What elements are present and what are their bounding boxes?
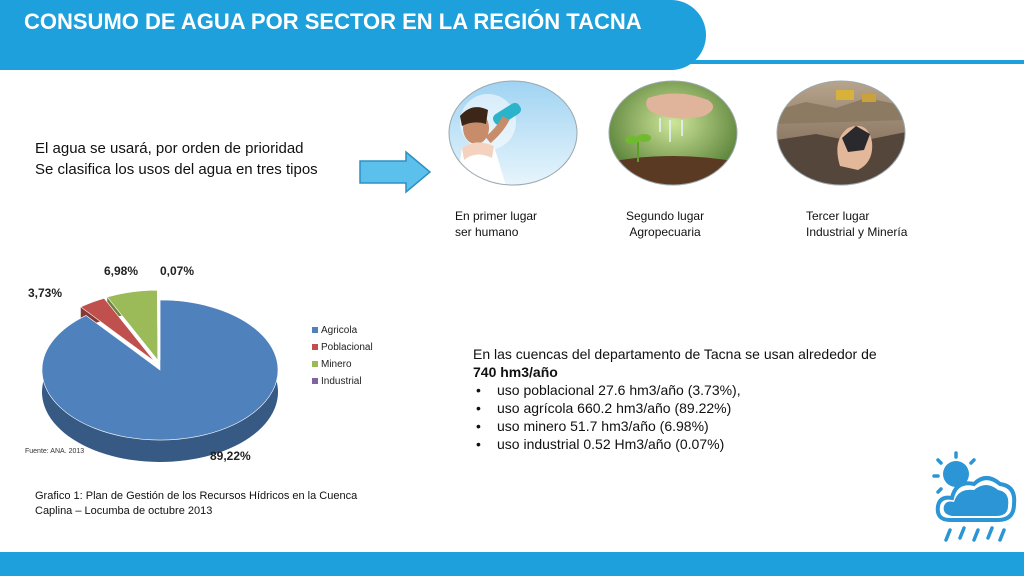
chart-source: Fuente: ANA. 2013 <box>25 448 85 455</box>
sun-cloud-rain-icon <box>932 451 1017 542</box>
chart-caption: Grafico 1: Plan de Gestión de los Recurs… <box>35 490 358 517</box>
legend-label: Minero <box>321 359 352 370</box>
pie-slice-minero <box>106 289 159 362</box>
intro-text: El agua se usará, por orden de prioridad… <box>35 138 355 180</box>
stats-list: uso poblacional 27.6 hm3/año (3.73%), us… <box>473 381 923 453</box>
mining-ore-photo <box>776 80 906 186</box>
legend-label: Agricola <box>321 325 358 336</box>
hand-watering-sprout-photo <box>608 80 738 186</box>
legend-label: Poblacional <box>321 342 373 353</box>
right-arrow-icon <box>359 150 432 194</box>
person-drinking-water-photo <box>448 80 578 186</box>
stats-total: 740 hm3/año <box>473 364 558 380</box>
footer-bar <box>0 552 1024 576</box>
legend-swatch <box>312 344 318 350</box>
pie-slices <box>41 289 279 441</box>
pie-data-label: 89,22% <box>210 449 251 463</box>
page-title: CONSUMO DE AGUA POR SECTOR EN LA REGIÓN … <box>24 9 642 34</box>
water-use-pie-chart: 89,22% 3,73% 6,98% 0,07% Agricola Poblaciona… <box>28 264 373 463</box>
list-item: uso industrial 0.52 Hm3/año (0.07%) <box>473 435 923 453</box>
legend-swatch <box>312 327 318 333</box>
pie-slice-agricola <box>41 299 279 441</box>
priority-caption-1: En primer lugar ser humano <box>455 209 538 239</box>
priority-caption-2: Segundo lugar Agropecuaria <box>626 209 705 239</box>
pie-labels: 89,22% 3,73% 6,98% 0,07% <box>28 264 251 463</box>
stats-intro: En las cuencas del departamento de Tacna… <box>473 346 877 362</box>
pie-data-label: 0,07% <box>160 264 194 278</box>
title-banner: CONSUMO DE AGUA POR SECTOR EN LA REGIÓN … <box>0 0 706 70</box>
legend-label: Industrial <box>321 376 362 387</box>
priority-caption-3: Tercer lugar Industrial y Minería <box>806 209 908 239</box>
chart-legend: Agricola Poblacional Minero Industrial <box>312 325 373 387</box>
pie-data-label: 3,73% <box>28 286 62 300</box>
stats-block: En las cuencas del departamento de Tacna… <box>473 345 923 453</box>
pie-data-label: 6,98% <box>104 264 138 278</box>
legend-swatch <box>312 361 318 367</box>
intro-line-2: Se clasifica los usos del agua en tres t… <box>35 161 318 178</box>
title-underline <box>690 60 1024 64</box>
pie-slice-poblacional <box>80 297 155 362</box>
list-item: uso poblacional 27.6 hm3/año (3.73%), <box>473 381 923 399</box>
pie-slice-industrial <box>159 289 161 361</box>
list-item: uso agrícola 660.2 hm3/año (89.22%) <box>473 399 923 417</box>
intro-line-1: El agua se usará, por orden de prioridad <box>35 140 304 157</box>
list-item: uso minero 51.7 hm3/año (6.98%) <box>473 417 923 435</box>
legend-swatch <box>312 378 318 384</box>
